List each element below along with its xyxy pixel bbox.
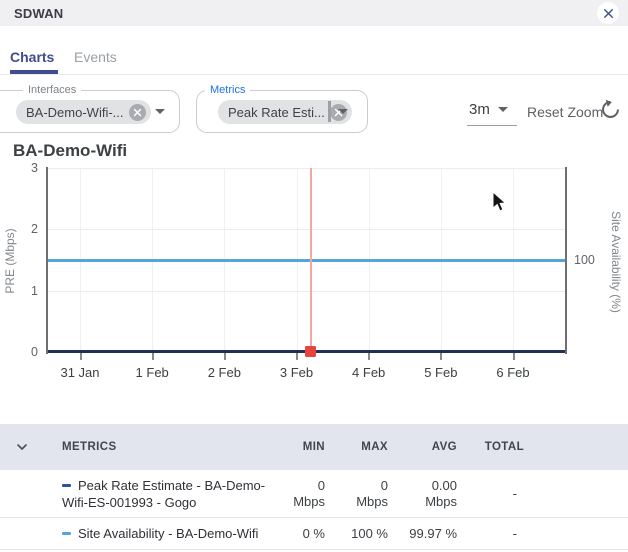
chip-remove-icon[interactable] — [128, 103, 146, 121]
chevron-down-icon — [338, 109, 348, 114]
max-value-cell: 100 % — [351, 525, 388, 541]
tab-events[interactable]: Events — [74, 49, 117, 65]
dialog-title: SDWAN — [14, 5, 64, 21]
metric-name-cell: Peak Rate Estimate - BA-Demo-Wifi-ES-001… — [62, 477, 266, 510]
right-axis-line — [565, 167, 567, 354]
min-value-cell: 0 % — [302, 525, 325, 541]
interfaces-label: Interfaces — [23, 84, 82, 96]
metric-name-cell: Site Availability - BA-Demo-Wifi — [44, 525, 279, 542]
site-availability-line — [48, 258, 565, 262]
close-icon — [602, 7, 615, 20]
avg-value-cell: 0.00 Mbps — [425, 477, 457, 509]
column-header-min[interactable]: MIN — [302, 441, 325, 453]
chevron-down-icon — [497, 107, 508, 112]
time-range-select[interactable]: 3m — [469, 101, 508, 118]
x-axis-tick-label: 31 Jan — [60, 365, 100, 380]
y-axis-tick-label: 3 — [31, 161, 38, 175]
max-value-cell: 0 Mbps — [356, 477, 388, 509]
column-header-total[interactable]: TOTAL — [484, 441, 524, 453]
x-tick-mark — [512, 353, 515, 360]
x-tick-mark — [223, 353, 226, 360]
time-range-underline — [467, 125, 517, 126]
column-header-avg[interactable]: AVG — [431, 441, 457, 453]
table-row[interactable]: Site Availability - BA-Demo-Wifi 0 % 100 %… — [0, 518, 628, 550]
time-marker-line — [310, 168, 312, 351]
x-axis-tick-label: 4 Feb — [352, 365, 386, 380]
close-button[interactable] — [597, 2, 619, 24]
x-tick-mark — [296, 353, 298, 360]
mouse-cursor — [492, 190, 508, 218]
x-tick-mark — [440, 353, 443, 360]
text-cursor — [328, 101, 331, 122]
chevron-down-icon — [155, 109, 165, 114]
time-range-value: 3m — [469, 101, 490, 118]
table-header-row: METRICS MIN MAX AVG TOTAL — [0, 424, 628, 470]
total-value-cell: - — [512, 525, 517, 541]
x-axis-tick-label: 6 Feb — [496, 365, 530, 380]
metrics-chip-label: Peak Rate Esti... — [228, 104, 325, 120]
y-gridline — [48, 290, 565, 292]
y-gridline — [48, 229, 565, 231]
metrics-table: METRICS MIN MAX AVG TOTAL Peak Rate Estimate… — [0, 424, 628, 550]
table-row[interactable]: Peak Rate Estimate - BA-Demo-Wifi-ES-001… — [0, 470, 628, 518]
refresh-icon[interactable] — [598, 99, 622, 123]
chevron-down-icon — [14, 439, 30, 455]
right-axis-title: Site Availability (%) — [609, 211, 623, 313]
column-header-metrics[interactable]: METRICS — [62, 441, 117, 453]
reset-zoom-button[interactable]: Reset Zoom — [527, 104, 604, 120]
interfaces-chip-label: BA-Demo-Wifi-... — [26, 104, 124, 120]
column-header-max[interactable]: MAX — [361, 441, 388, 453]
y-axis-tick-label: 1 — [31, 283, 38, 298]
metrics-label: Metrics — [205, 84, 251, 96]
collapse-rows-button[interactable] — [0, 439, 44, 455]
table-body: Peak Rate Estimate - BA-Demo-Wifi-ES-001… — [0, 470, 628, 550]
y-gridline — [48, 168, 565, 169]
tab-charts[interactable]: Charts — [10, 49, 55, 65]
dialog-header: SDWAN — [0, 0, 628, 26]
left-axis-title: PRE (Mbps) — [3, 228, 17, 294]
series-legend-marker — [62, 532, 71, 536]
interfaces-chip[interactable]: BA-Demo-Wifi-... — [16, 100, 151, 124]
left-axis-line — [46, 167, 48, 354]
tab-bar — [0, 26, 628, 75]
right-axis-tick-label: 100 — [574, 253, 595, 267]
series-legend-marker — [62, 483, 71, 487]
x-tick-mark — [151, 353, 154, 360]
x-axis-tick-label: 3 Feb — [279, 365, 314, 380]
time-marker-point — [305, 346, 316, 357]
y-axis-tick-label: 2 — [31, 222, 38, 237]
min-value-cell: 0 Mbps — [293, 477, 325, 509]
x-axis-tick-label: 2 Feb — [207, 365, 241, 380]
chart-title: BA-Demo-Wifi — [13, 141, 128, 160]
x-axis-tick-label: 5 Feb — [424, 365, 458, 380]
x-tick-mark — [368, 353, 371, 360]
x-axis-tick-label: 1 Feb — [135, 365, 169, 380]
metrics-chip[interactable]: Peak Rate Esti... — [218, 100, 352, 124]
active-tab-indicator — [10, 70, 58, 74]
x-tick-mark — [79, 353, 82, 360]
y-axis-tick-label: 0 — [31, 345, 38, 359]
total-value-cell: - — [512, 485, 517, 501]
avg-value-cell: 99.97 % — [409, 525, 457, 541]
